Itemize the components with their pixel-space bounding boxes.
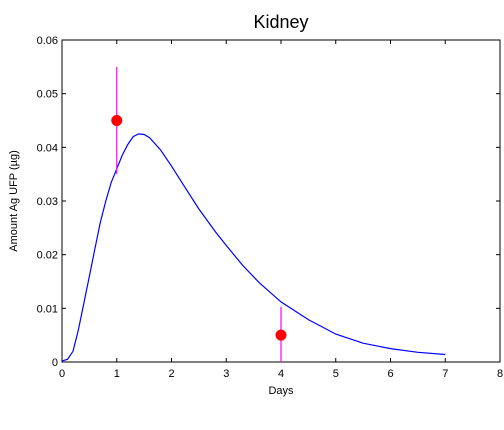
- x-axis-label: Days: [268, 385, 294, 397]
- y-tick-label: 0.02: [37, 250, 58, 262]
- x-tick-label: 6: [387, 368, 393, 380]
- x-tick-label: 7: [442, 368, 448, 380]
- x-tick-label: 4: [278, 368, 284, 380]
- series-group: [61, 133, 446, 362]
- x-tick-label: 1: [114, 368, 120, 380]
- y-tick-label: 0: [52, 357, 58, 369]
- y-tick-label: 0.03: [37, 196, 58, 208]
- axis-tick-labels: 0 1 2 3 4 5 6 7 8 0 0.01 0.02 0.03 0.04 0.05 0.06: [37, 35, 503, 380]
- observations-group: [111, 66, 287, 362]
- y-tick-label: 0.06: [37, 35, 58, 47]
- x-tick-label: 2: [168, 368, 174, 380]
- x-tick-label: 8: [497, 368, 503, 380]
- y-axis-label: Amount Ag UFP (µg): [8, 150, 20, 252]
- y-tick-label: 0.04: [37, 142, 58, 154]
- chart-title: Kidney: [253, 12, 308, 32]
- x-tick-label: 0: [59, 368, 65, 380]
- x-tick-label: 3: [223, 368, 229, 380]
- data-point: [275, 329, 287, 341]
- model-curve: [61, 133, 446, 362]
- x-tick-label: 5: [333, 368, 339, 380]
- data-point: [111, 115, 123, 126]
- y-tick-label: 0.05: [37, 89, 58, 101]
- y-tick-label: 0.01: [37, 303, 58, 315]
